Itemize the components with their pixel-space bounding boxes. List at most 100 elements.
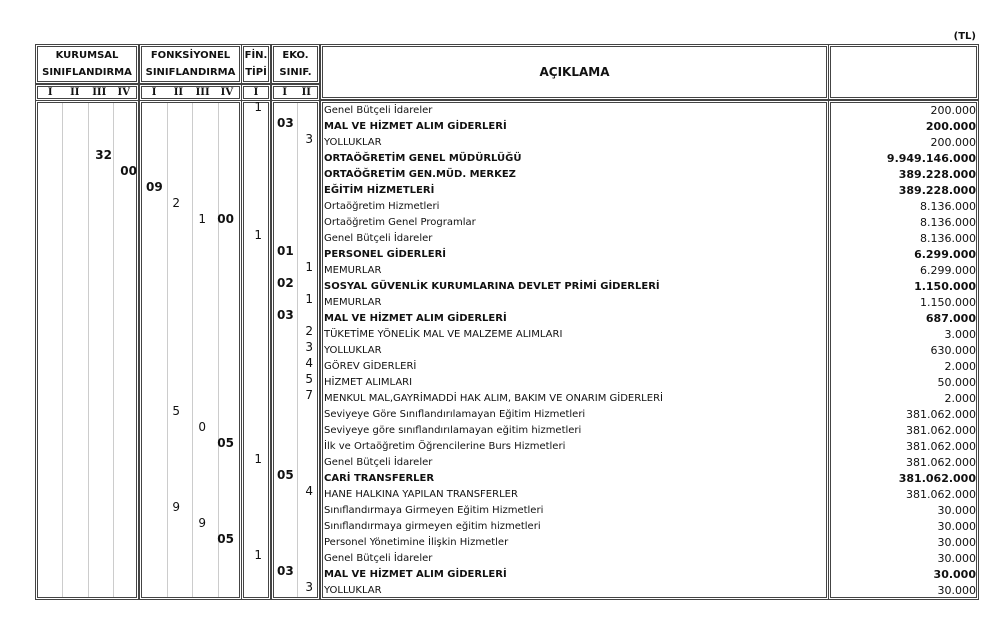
code-f4: 00 (217, 212, 234, 226)
table-row: 05 CARİ TRANSFERLER 381.062.000 (0, 468, 1000, 487)
row-description: PERSONEL GİDERLERİ (324, 249, 447, 260)
row-description: MEMURLAR (324, 297, 382, 308)
header-eko-line2: SINIF. (279, 67, 312, 78)
row-description: HİZMET ALIMLARI (324, 377, 413, 388)
row-description: SOSYAL GÜVENLİK KURUMLARINA DEVLET PRİMİ… (324, 281, 660, 292)
row-description: GÖREV GİDERLERİ (324, 361, 417, 372)
row-amount: 1.150.000 (914, 280, 976, 293)
row-description: MAL VE HİZMET ALIM GİDERLERİ (324, 313, 507, 324)
table-row: 05 Personel Yönetimine İlişkin Hizmetler 3… (0, 532, 1000, 551)
code-e2: 7 (305, 388, 313, 402)
roman-eko: I II (271, 84, 320, 101)
table-row: 02 SOSYAL GÜVENLİK KURUMLARINA DEVLET PRİ… (0, 276, 1000, 295)
row-description: Ortaöğretim Genel Programlar (324, 217, 476, 228)
roman-label: III (92, 87, 107, 98)
body-fin (241, 100, 271, 600)
row-description: MAL VE HİZMET ALIM GİDERLERİ (324, 121, 507, 132)
table-row: 09 EĞİTİM HİZMETLERİ 389.228.000 (0, 180, 1000, 199)
row-description: MEMURLAR (324, 265, 382, 276)
row-amount: 1.150.000 (920, 296, 976, 309)
row-description: EĞİTİM HİZMETLERİ (324, 185, 435, 196)
row-amount: 30.000 (937, 504, 977, 517)
row-amount: 8.136.000 (920, 232, 976, 245)
row-description: YOLLUKLAR (324, 345, 382, 356)
table-row: 1 MEMURLAR 1.150.000 (0, 292, 1000, 311)
row-description: ORTAÖĞRETİM GEN.MÜD. MERKEZ (324, 169, 516, 180)
table-row: 5 HİZMET ALIMLARI 50.000 (0, 372, 1000, 391)
row-amount: 381.062.000 (906, 456, 976, 469)
header-fonksiyonel: FONKSİYONEL SINIFLANDIRMA (139, 44, 242, 84)
row-description: Genel Bütçeli İdareler (324, 457, 433, 468)
code-e1: 02 (277, 276, 294, 290)
body-kurumsal (35, 100, 139, 600)
header-eko-line1: EKO. (282, 50, 309, 61)
row-description: Ortaöğretim Hizmetleri (324, 201, 440, 212)
code-e2: 1 (305, 260, 313, 274)
row-description: Genel Bütçeli İdareler (324, 105, 433, 116)
table-row: 1 Genel Bütçeli İdareler 30.000 (0, 548, 1000, 567)
code-f2: 5 (172, 404, 180, 418)
roman-label: IV (220, 87, 234, 98)
row-amount: 381.062.000 (906, 440, 976, 453)
row-description: CARİ TRANSFERLER (324, 473, 435, 484)
table-row: 03 MAL VE HİZMET ALIM GİDERLERİ 687.000 (0, 308, 1000, 327)
code-e2: 2 (305, 324, 313, 338)
table-row: 32 ORTAÖĞRETİM GENEL MÜDÜRLÜĞÜ 9.949.146.0… (0, 148, 1000, 167)
table-row: 9 Sınıflandırmaya girmeyen eğitim hizmetl… (0, 516, 1000, 535)
code-e2: 3 (305, 340, 313, 354)
code-e2: 5 (305, 372, 313, 386)
roman-label: I (47, 87, 53, 98)
header-fonksiyonel-line2: SINIFLANDIRMA (145, 67, 236, 78)
roman-label: II (173, 87, 184, 98)
header-aciklama: AÇIKLAMA (320, 44, 829, 100)
row-amount: 687.000 (925, 312, 976, 325)
row-amount: 200.000 (925, 120, 976, 133)
body-amount (828, 100, 979, 600)
row-amount: 50.000 (937, 376, 977, 389)
row-amount: 381.062.000 (906, 408, 976, 421)
table-row: 00 ORTAÖĞRETİM GEN.MÜD. MERKEZ 389.228.000 (0, 164, 1000, 183)
row-amount: 2.000 (944, 392, 977, 405)
row-description: İlk ve Ortaöğretim Öğrencilerine Burs Hi… (324, 441, 566, 452)
code-e2: 4 (305, 356, 313, 370)
row-amount: 30.000 (933, 568, 976, 581)
roman-label: I (253, 87, 259, 98)
code-e1: 05 (277, 468, 294, 482)
row-amount: 389.228.000 (898, 184, 976, 197)
roman-fonksiyonel: I II III IV (139, 84, 242, 101)
row-description: HANE HALKINA YAPILAN TRANSFERLER (324, 489, 518, 500)
code-k3: 32 (95, 148, 112, 162)
roman-label: II (301, 87, 311, 98)
code-f2: 2 (172, 196, 180, 210)
row-amount: 3.000 (944, 328, 977, 341)
code-e2: 3 (305, 580, 313, 594)
table-row: 01 PERSONEL GİDERLERİ 6.299.000 (0, 244, 1000, 263)
row-amount: 381.062.000 (906, 488, 976, 501)
table-row: 0 Seviyeye göre sınıflandırılamayan eğiti… (0, 420, 1000, 439)
header-kurumsal-line1: KURUMSAL (55, 50, 119, 61)
row-description: YOLLUKLAR (324, 137, 382, 148)
roman-label: III (195, 87, 210, 98)
table-row: 4 HANE HALKINA YAPILAN TRANSFERLER 381.062… (0, 484, 1000, 503)
row-description: Sınıflandırmaya girmeyen eğitim hizmetle… (324, 521, 541, 532)
roman-kurumsal: I II III IV (35, 84, 139, 101)
body-fonksiyonel (139, 100, 242, 600)
code-e2: 3 (305, 132, 313, 146)
code-e1: 01 (277, 244, 294, 258)
row-description: Personel Yönetimine İlişkin Hizmetler (324, 537, 509, 548)
table-row: 7 MENKUL MAL,GAYRİMADDİ HAK ALIM, BAKIM V… (0, 388, 1000, 407)
row-description: Seviyeye Göre Sınıflandırılamayan Eğitim… (324, 409, 586, 420)
code-f3: 9 (198, 516, 206, 530)
row-amount: 8.136.000 (920, 200, 976, 213)
row-amount: 30.000 (937, 584, 977, 597)
roman-label: II (70, 87, 80, 98)
row-amount: 30.000 (937, 536, 977, 549)
header-fin-line2: TİPİ (245, 67, 267, 78)
code-e2: 1 (305, 292, 313, 306)
code-e1: 03 (277, 116, 294, 130)
code-f2: 9 (172, 500, 180, 514)
roman-fin: I (241, 84, 271, 101)
row-description: Seviyeye göre sınıflandırılamayan eğitim… (324, 425, 582, 436)
code-f4: 05 (217, 436, 234, 450)
row-description: Sınıflandırmaya Girmeyen Eğitim Hizmetle… (324, 505, 544, 516)
